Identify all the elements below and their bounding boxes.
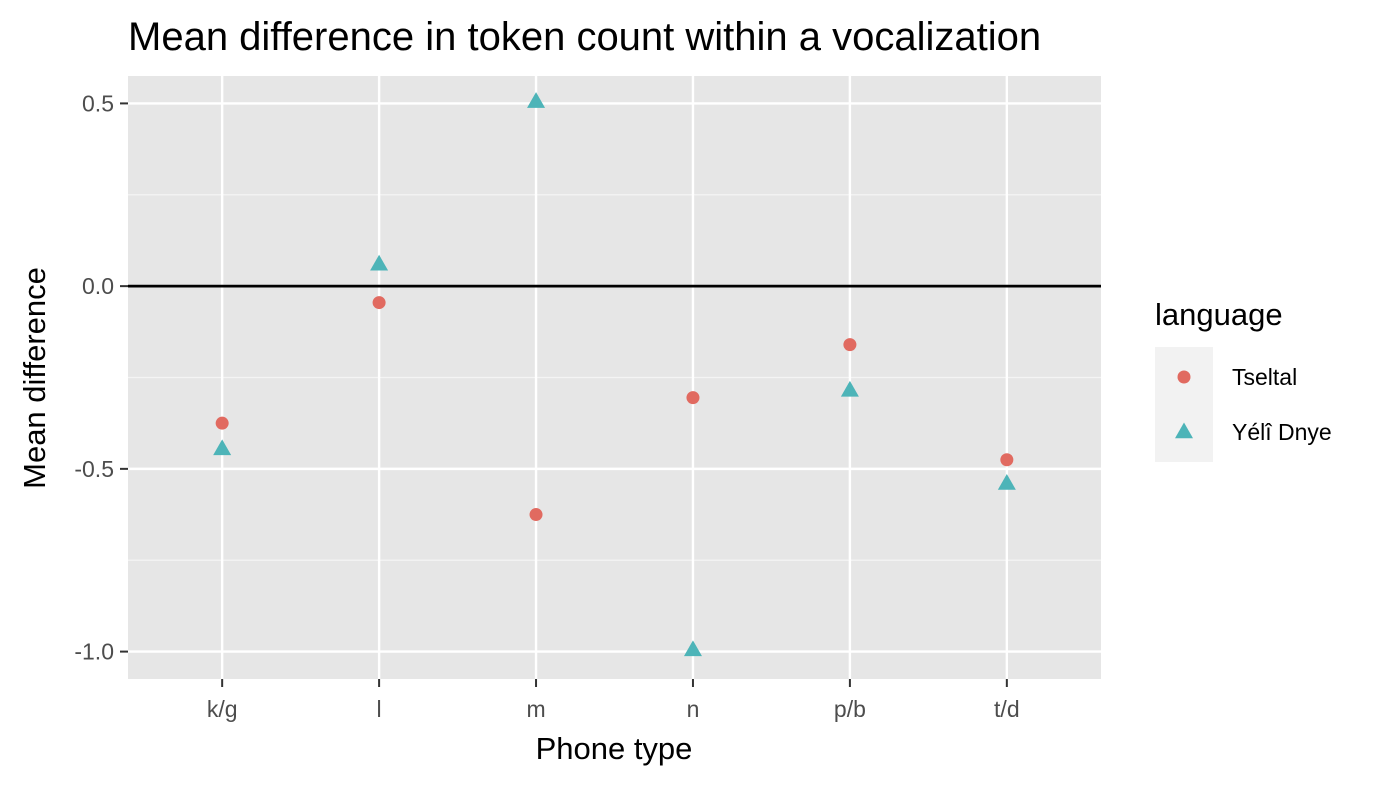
legend-label: Yélî Dnye — [1232, 419, 1332, 445]
point-triangle-p-b — [840, 380, 859, 397]
point-circle-k-g — [215, 416, 229, 430]
legend-key-triangle — [1175, 422, 1193, 439]
y-tick-label: -0.5 — [74, 456, 114, 482]
minor-gridlines — [128, 194, 1101, 561]
legend-key-background — [1155, 347, 1213, 462]
x-tick-label: k/g — [207, 696, 238, 722]
point-circle-m — [529, 508, 543, 522]
point-triangle-l — [370, 254, 389, 271]
x-tick-label: n — [687, 696, 700, 722]
x-axis-title: Phone type — [536, 731, 693, 766]
point-circle-n — [686, 391, 700, 405]
chart-title: Mean difference in token count within a … — [128, 15, 1041, 59]
y-tick-label: 0.5 — [82, 90, 114, 116]
data-points — [213, 92, 1016, 657]
x-tick-label: l — [377, 696, 382, 722]
legend: language Tseltal Yélî Dnye — [1155, 297, 1332, 462]
point-circle-t-d — [1000, 453, 1014, 467]
y-tick-label: -1.0 — [74, 639, 114, 665]
major-gridlines — [128, 76, 1101, 679]
point-triangle-m — [527, 92, 546, 108]
point-circle-p-b — [843, 338, 857, 352]
legend-items: Tseltal Yélî Dnye — [1175, 364, 1332, 445]
point-triangle-k-g — [213, 439, 232, 456]
point-triangle-n — [683, 640, 702, 657]
x-tick-label: p/b — [834, 696, 866, 722]
point-triangle-t-d — [997, 474, 1016, 490]
point-circle-l — [372, 296, 386, 310]
x-axis-ticks: k/g l m n p/b t/d — [207, 679, 1020, 722]
legend-key-circle — [1177, 370, 1191, 384]
legend-label: Tseltal — [1232, 364, 1297, 390]
legend-title: language — [1155, 297, 1283, 332]
y-axis-title: Mean difference — [17, 267, 52, 489]
x-tick-label: t/d — [994, 696, 1020, 722]
y-tick-label: 0.0 — [82, 273, 114, 299]
x-tick-label: m — [526, 696, 545, 722]
y-axis-ticks: 0.5 0.0 -0.5 -1.0 — [74, 90, 128, 665]
